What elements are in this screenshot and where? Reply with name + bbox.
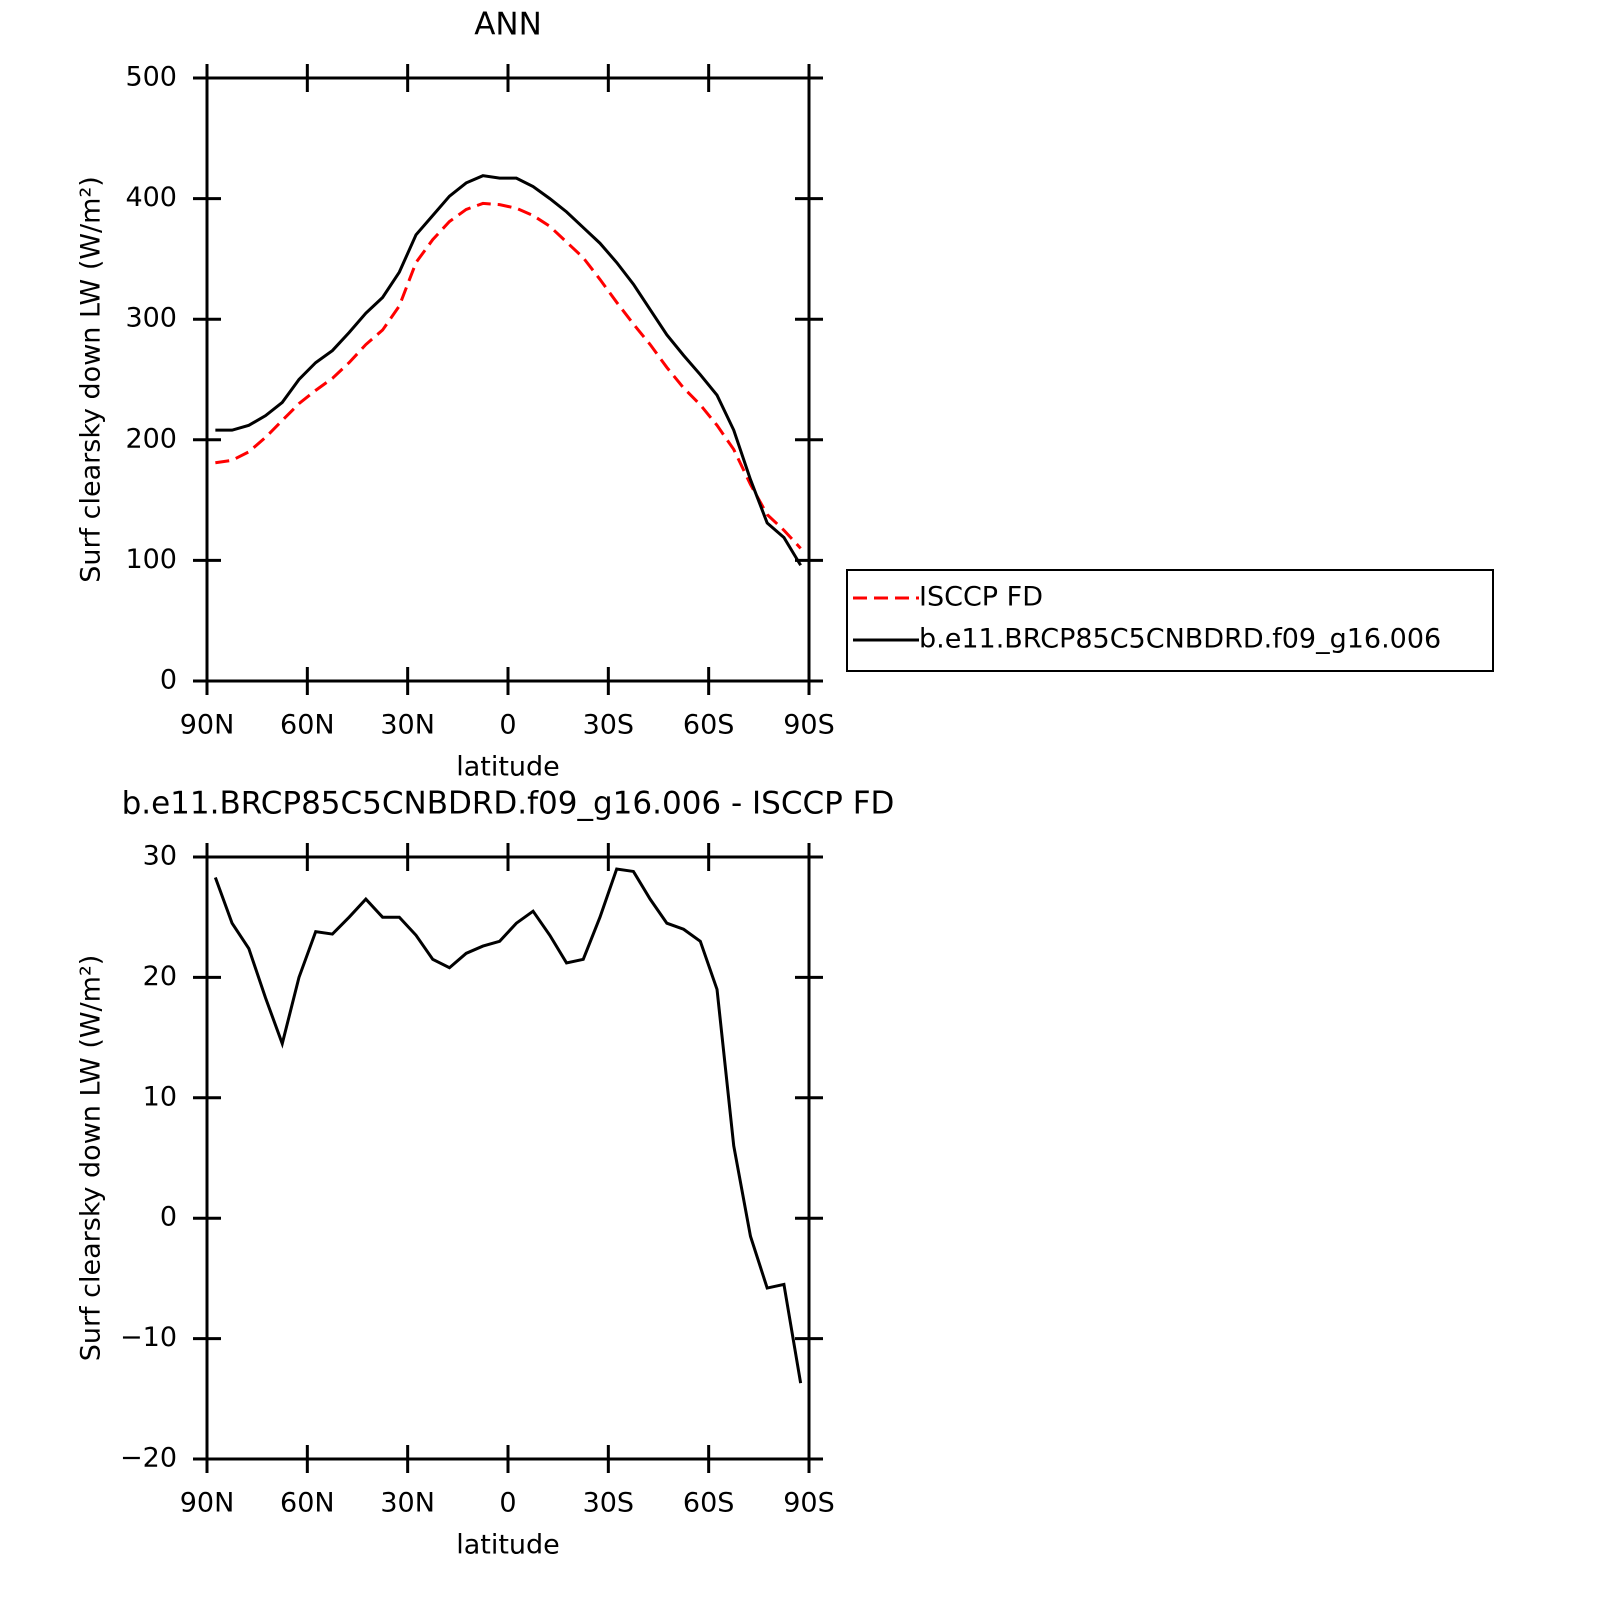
legend-label: b.e11.BRCP85C5CNBDRD.f09_g16.006: [919, 624, 1441, 655]
x-tick-label: 30N: [380, 1488, 435, 1519]
x-tick-label: 30N: [380, 710, 435, 741]
plot-frame: [205, 855, 811, 1461]
data-line: [213, 867, 803, 1384]
chart-title: ANN: [474, 7, 542, 43]
x-tick-label: 60N: [280, 1488, 335, 1519]
chart-title: b.e11.BRCP85C5CNBDRD.f09_g16.006 - ISCCP…: [122, 786, 895, 822]
x-tick-label: 0: [499, 1488, 516, 1519]
y-tick-label: 100: [125, 544, 177, 575]
y-tick-label: −10: [120, 1322, 177, 1353]
x-tick-label: 90S: [783, 1488, 835, 1519]
legend-label: ISCCP FD: [919, 582, 1043, 613]
y-tick-label: 30: [143, 841, 177, 872]
y-axis-label: Surf clearsky down LW (W/m²): [76, 176, 107, 583]
x-tick-label: 30S: [583, 1488, 635, 1519]
x-axis-label: latitude: [456, 1530, 560, 1561]
x-tick-label: 90N: [180, 1488, 235, 1519]
x-tick-label: 60N: [280, 710, 335, 741]
x-tick-label: 60S: [683, 710, 735, 741]
data-line: [215, 201, 802, 550]
plot-frame: [205, 76, 811, 683]
y-tick-label: 300: [125, 303, 177, 334]
x-tick-label: 90S: [783, 710, 835, 741]
y-tick-label: −20: [120, 1443, 177, 1474]
y-tick-label: 200: [125, 423, 177, 454]
legend-box: [846, 569, 1494, 672]
x-tick-label: 30S: [583, 710, 635, 741]
data-line: [215, 174, 802, 566]
y-tick-label: 20: [143, 961, 177, 992]
y-tick-label: 500: [125, 62, 177, 93]
x-tick-label: 60S: [683, 1488, 735, 1519]
x-tick-label: 0: [499, 710, 516, 741]
y-tick-label: 400: [125, 182, 177, 213]
x-axis-label: latitude: [456, 752, 560, 783]
y-axis-label: Surf clearsky down LW (W/m²): [76, 955, 107, 1362]
y-tick-label: 10: [143, 1081, 177, 1112]
y-tick-label: 0: [160, 665, 177, 696]
x-tick-label: 90N: [180, 710, 235, 741]
y-tick-label: 0: [160, 1202, 177, 1233]
